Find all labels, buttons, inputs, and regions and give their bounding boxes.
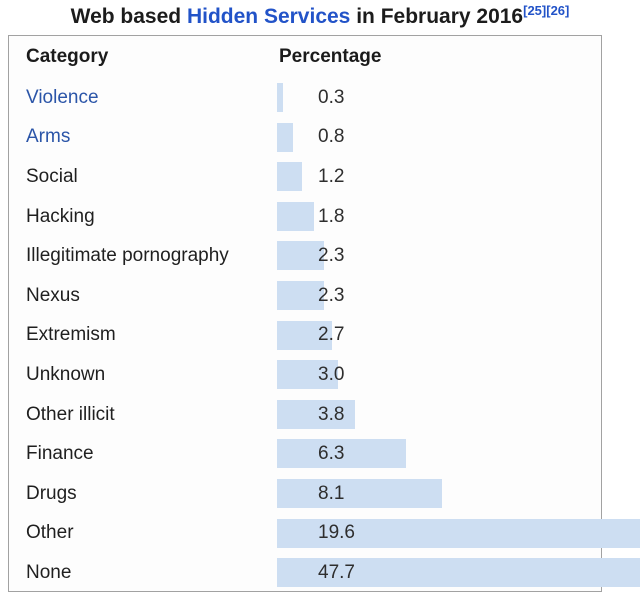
percent-value: 8.1 bbox=[318, 482, 345, 504]
percent-value: 1.2 bbox=[318, 165, 345, 187]
percent-bar bbox=[277, 201, 314, 231]
table-row: None 47.7 bbox=[9, 553, 640, 593]
percent-value: 3.8 bbox=[318, 403, 345, 425]
citation-link-25[interactable]: [25] bbox=[523, 3, 547, 18]
category-label: Finance bbox=[26, 443, 94, 465]
percent-bar bbox=[277, 478, 443, 508]
category-label: Extremism bbox=[26, 324, 116, 346]
category-label: Nexus bbox=[26, 284, 80, 306]
percent-bar bbox=[277, 241, 324, 271]
table-row: Finance 6.3 bbox=[9, 434, 601, 474]
table-row: Other illicit 3.8 bbox=[9, 395, 601, 435]
category-label: Other illicit bbox=[26, 403, 115, 425]
table-row: Hacking 1.8 bbox=[9, 197, 601, 237]
percent-value: 2.3 bbox=[318, 284, 345, 306]
percent-value: 0.3 bbox=[318, 86, 345, 108]
percent-bar bbox=[277, 83, 284, 112]
table-row: Other 19.6 bbox=[9, 514, 640, 554]
citation-link-26[interactable]: [26] bbox=[546, 3, 570, 18]
percent-value: 47.7 bbox=[318, 561, 355, 583]
category-label: Other bbox=[26, 522, 74, 544]
percent-value: 2.7 bbox=[318, 324, 345, 346]
table-row: Violence 0.3 bbox=[9, 78, 601, 118]
title-link-hidden-services[interactable]: Hidden Services bbox=[186, 5, 351, 28]
hidden-services-table: Category Percentage Violence 0.3 Arms 0.… bbox=[8, 35, 640, 593]
percent-bar bbox=[277, 320, 333, 350]
category-label: Hacking bbox=[26, 205, 95, 227]
percent-value: 0.8 bbox=[318, 126, 345, 148]
category-label: Illegitimate pornography bbox=[26, 245, 229, 267]
percent-bar bbox=[277, 439, 406, 469]
percent-bar bbox=[277, 280, 324, 310]
category-link[interactable]: Arms bbox=[26, 126, 71, 148]
percent-bar bbox=[277, 122, 294, 152]
category-label: None bbox=[26, 561, 72, 583]
percent-bar bbox=[277, 399, 355, 429]
table-header-row: Category Percentage bbox=[9, 36, 601, 78]
percent-value: 3.0 bbox=[318, 363, 345, 385]
table-row: Social 1.2 bbox=[9, 157, 601, 197]
percent-bar bbox=[277, 162, 302, 192]
percent-bar bbox=[277, 558, 640, 588]
table-row: Extremism 2.7 bbox=[9, 316, 601, 356]
category-label: Social bbox=[26, 165, 78, 187]
percent-value: 19.6 bbox=[318, 522, 355, 544]
percent-bar bbox=[277, 518, 640, 548]
table-row: Arms 0.8 bbox=[9, 118, 601, 158]
category-label: Unknown bbox=[26, 363, 106, 385]
table-row: Nexus 2.3 bbox=[9, 276, 601, 316]
title-text-prefix: Web based bbox=[70, 5, 187, 28]
percent-bar bbox=[277, 360, 339, 390]
category-link[interactable]: Violence bbox=[26, 86, 99, 108]
category-label: Drugs bbox=[26, 482, 77, 504]
col-header-percentage: Percentage bbox=[279, 46, 382, 67]
page-title: Web based Hidden Services in February 20… bbox=[0, 2, 640, 34]
percent-value: 1.8 bbox=[318, 205, 345, 227]
percent-value: 6.3 bbox=[318, 443, 345, 465]
title-text-suffix: in February 2016 bbox=[350, 5, 524, 28]
table-row: Unknown 3.0 bbox=[9, 355, 601, 395]
table-row: Illegitimate pornography 2.3 bbox=[9, 236, 601, 276]
col-header-category: Category bbox=[26, 46, 109, 67]
table-row: Drugs 8.1 bbox=[9, 474, 601, 514]
percent-value: 2.3 bbox=[318, 245, 345, 267]
